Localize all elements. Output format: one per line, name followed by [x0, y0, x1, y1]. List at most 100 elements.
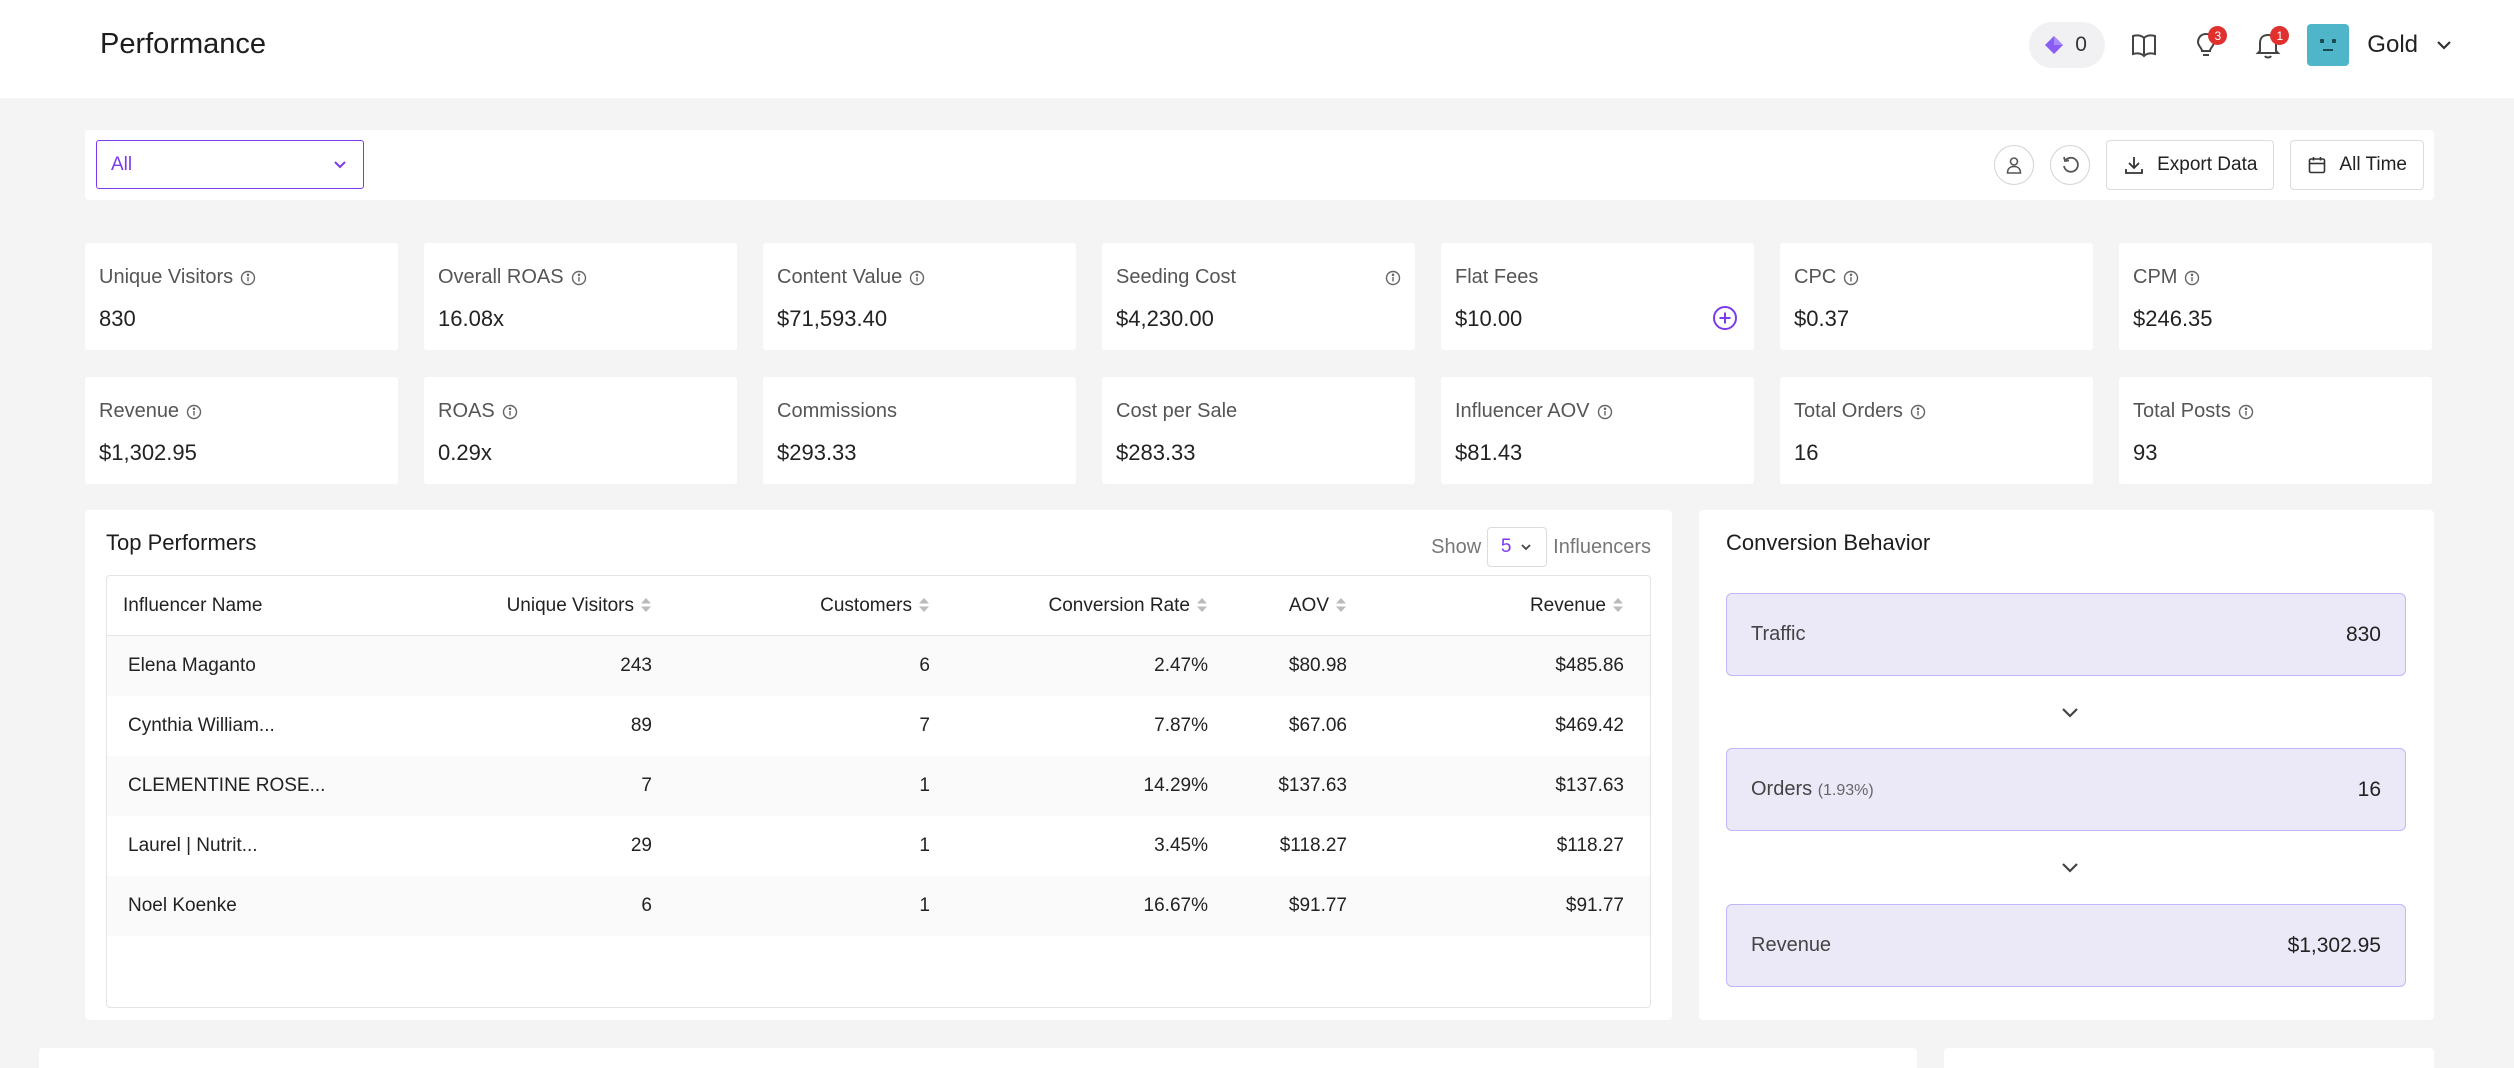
sort-icon[interactable] — [918, 596, 930, 614]
info-icon[interactable] — [571, 270, 587, 286]
tips-badge: 3 — [2208, 26, 2228, 45]
cell-unique-visitors: 89 — [630, 715, 652, 736]
reset-button[interactable] — [2050, 145, 2091, 185]
column-header-conversion-rate[interactable]: Conversion Rate — [930, 595, 1208, 617]
metric-value: $81.43 — [1455, 440, 1523, 465]
diamond-icon — [2045, 36, 2064, 54]
metric-card-cpm: CPM $246.35 — [2119, 243, 2432, 350]
info-icon[interactable] — [240, 270, 256, 286]
column-header-unique-visitors[interactable]: Unique Visitors — [367, 595, 652, 617]
metric-value: $246.35 — [2133, 306, 2213, 331]
column-header-influencer-name: Influencer Name — [123, 594, 263, 616]
sort-icon[interactable] — [1335, 596, 1347, 614]
column-header-customers[interactable]: Customers — [652, 595, 930, 617]
top-performers-panel: Top Performers Show 5 Influencers Influe… — [85, 510, 1672, 1020]
show-count-value: 5 — [1500, 536, 1512, 557]
metric-card-total-posts: Total Posts 93 — [2119, 377, 2432, 484]
sort-icon[interactable] — [1196, 596, 1208, 614]
tips-button[interactable]: 3 — [2183, 22, 2229, 68]
funnel-orders-label-group: Orders (1.93%) — [1751, 778, 1874, 801]
header-actions: 0 3 1 Gold — [2029, 18, 2454, 72]
cell-customers: 1 — [919, 895, 930, 916]
table-row[interactable]: Laurel | Nutrit... 29 1 3.45% $118.27 $1… — [107, 816, 1650, 876]
lower-panel-left — [39, 1048, 1917, 1068]
date-range-button[interactable]: All Time — [2290, 140, 2424, 190]
table-header: Influencer Name Unique Visitors Customer… — [107, 576, 1650, 636]
download-icon — [2125, 157, 2143, 174]
metric-value: $1,302.95 — [99, 440, 197, 465]
info-icon[interactable] — [502, 404, 518, 420]
chevron-down-icon[interactable] — [2434, 35, 2454, 55]
cell-aov: $91.77 — [1288, 895, 1347, 916]
user-name[interactable]: Gold — [2367, 31, 2418, 58]
cell-customers: 1 — [919, 775, 930, 796]
cell-influencer-name[interactable]: Elena Maganto — [128, 655, 256, 676]
cell-revenue: $118.27 — [1556, 835, 1624, 856]
metric-label: Flat Fees — [1455, 266, 1539, 288]
user-filter-button[interactable] — [1994, 145, 2035, 185]
cell-influencer-name[interactable]: CLEMENTINE ROSE... — [128, 775, 326, 796]
lower-panel-right — [1944, 1048, 2434, 1068]
metric-card-flat-fees: Flat Fees $10.00 — [1441, 243, 1754, 350]
show-suffix: Influencers — [1553, 535, 1651, 558]
metric-label: Unique Visitors — [99, 266, 234, 288]
table-body: Elena Maganto 243 6 2.47% $80.98 $485.86… — [107, 636, 1650, 936]
cell-aov: $67.06 — [1288, 715, 1347, 736]
table-row[interactable]: Noel Koenke 6 1 16.67% $91.77 $91.77 — [107, 876, 1650, 936]
metric-card-unique-visitors: Unique Visitors 830 — [85, 243, 398, 350]
table-row[interactable]: CLEMENTINE ROSE... 7 1 14.29% $137.63 $1… — [107, 756, 1650, 816]
metric-value: $0.37 — [1794, 306, 1850, 331]
metric-label: CPM — [2133, 266, 2178, 288]
show-count-control: Show 5 Influencers — [1431, 527, 1651, 567]
notifications-badge: 1 — [2270, 26, 2290, 45]
metric-label: Commissions — [777, 400, 898, 422]
metric-card-revenue: Revenue $1,302.95 — [85, 377, 398, 484]
metric-card-commissions: Commissions $293.33 — [763, 377, 1076, 484]
guide-button[interactable] — [2121, 22, 2167, 68]
show-count-select[interactable]: 5 — [1487, 527, 1548, 567]
info-icon[interactable] — [2238, 404, 2254, 420]
notifications-button[interactable]: 1 — [2245, 22, 2291, 68]
metric-label: Seeding Cost — [1116, 266, 1237, 288]
info-icon[interactable] — [186, 404, 202, 420]
points-pill[interactable]: 0 — [2029, 22, 2106, 68]
column-header-aov[interactable]: AOV — [1208, 595, 1347, 617]
info-icon[interactable] — [2184, 270, 2200, 286]
info-icon[interactable] — [909, 270, 925, 286]
info-icon[interactable] — [1843, 270, 1859, 286]
export-data-label: Export Data — [2157, 154, 2258, 175]
metric-value: 0.29x — [438, 440, 492, 465]
info-icon[interactable] — [1910, 404, 1926, 420]
funnel-orders-label: Orders — [1751, 778, 1813, 800]
cell-unique-visitors: 7 — [641, 775, 652, 796]
avatar[interactable] — [2307, 24, 2350, 66]
user-icon — [2006, 157, 2022, 174]
filter-bar: All Export Data All Time — [85, 130, 2434, 200]
table-row[interactable]: Elena Maganto 243 6 2.47% $80.98 $485.86 — [107, 636, 1650, 696]
cell-influencer-name[interactable]: Cynthia William... — [128, 715, 275, 736]
conversion-behavior-title: Conversion Behavior — [1726, 530, 1931, 555]
table-row[interactable]: Cynthia William... 89 7 7.87% $67.06 $46… — [107, 696, 1650, 756]
metric-card-cost-per-sale: Cost per Sale $283.33 — [1102, 377, 1415, 484]
info-icon[interactable] — [1385, 270, 1401, 286]
cell-conversion-rate: 16.67% — [1143, 895, 1208, 916]
conversion-behavior-panel: Conversion Behavior Traffic 830 Orders (… — [1699, 510, 2434, 1020]
column-header-revenue[interactable]: Revenue — [1347, 595, 1624, 617]
brand-select[interactable]: All — [96, 140, 364, 189]
cell-unique-visitors: 243 — [620, 655, 652, 676]
sort-icon[interactable] — [1612, 596, 1624, 614]
metric-label: Total Posts — [2133, 400, 2231, 422]
date-range-label: All Time — [2339, 154, 2407, 175]
sort-icon[interactable] — [640, 596, 652, 614]
cell-unique-visitors: 6 — [641, 895, 652, 916]
cell-influencer-name[interactable]: Laurel | Nutrit... — [128, 835, 258, 856]
cell-influencer-name[interactable]: Noel Koenke — [128, 895, 237, 916]
cell-conversion-rate: 2.47% — [1154, 655, 1208, 676]
cell-aov: $118.27 — [1279, 835, 1347, 856]
chevron-down-icon — [334, 160, 346, 168]
export-data-button[interactable]: Export Data — [2106, 140, 2275, 190]
add-flat-fee-icon[interactable] — [1712, 305, 1738, 331]
info-icon[interactable] — [1597, 404, 1613, 420]
cell-revenue: $91.77 — [1565, 895, 1624, 916]
top-performers-title: Top Performers — [106, 530, 257, 555]
